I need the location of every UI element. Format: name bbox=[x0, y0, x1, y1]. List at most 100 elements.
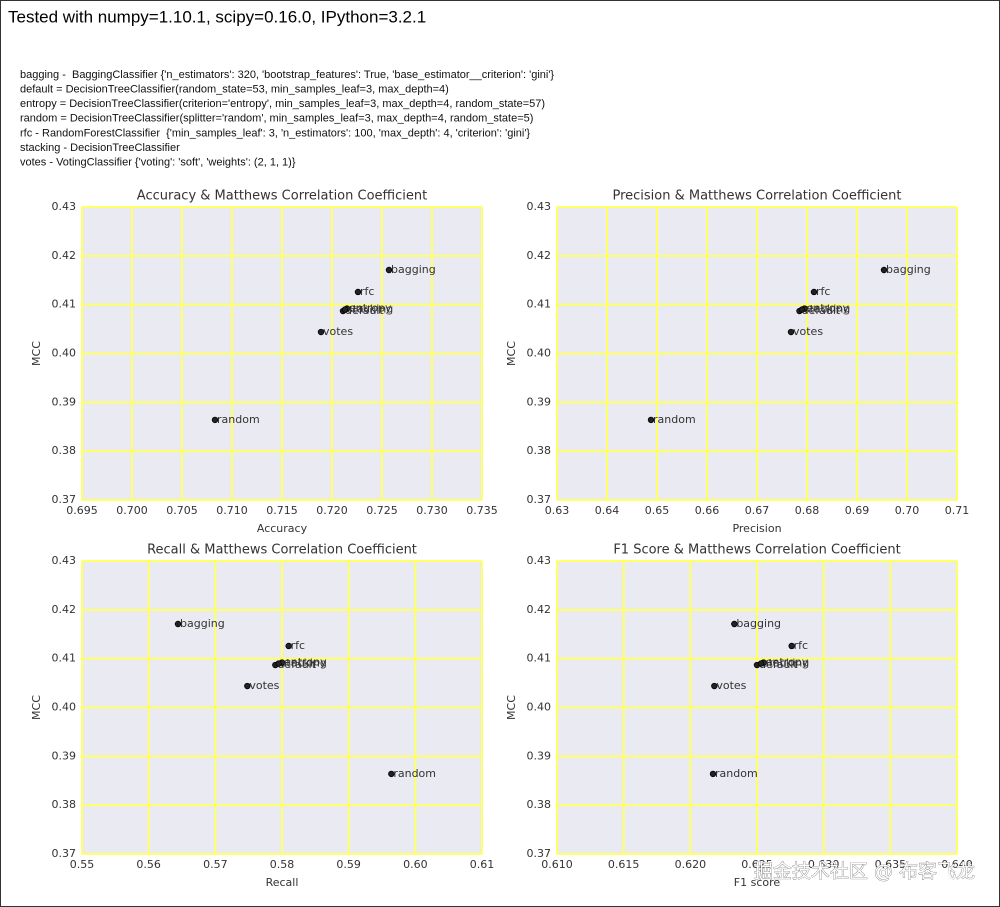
x-axis-label: Accuracy bbox=[257, 522, 308, 535]
point bbox=[757, 660, 765, 667]
x-tick-label: 0.55 bbox=[70, 858, 95, 871]
note-line: entropy = DecisionTreeClassifier(criteri… bbox=[20, 98, 545, 110]
x-tick-label: 0.68 bbox=[795, 504, 820, 517]
point-label: default bbox=[802, 304, 841, 317]
point-label: random bbox=[715, 767, 758, 780]
y-axis-label: MCC bbox=[505, 695, 518, 720]
y-tick-label: 0.37 bbox=[52, 847, 77, 860]
x-tick-label: 0.705 bbox=[166, 504, 198, 517]
x-tick-label: 0.61 bbox=[470, 858, 495, 871]
y-tick-label: 0.39 bbox=[527, 395, 552, 408]
y-axis-label: MCC bbox=[30, 695, 43, 720]
x-tick-label: 0.60 bbox=[403, 858, 428, 871]
x-tick-label: 0.725 bbox=[366, 504, 398, 517]
y-tick-label: 0.40 bbox=[52, 347, 77, 360]
point-label: bagging bbox=[736, 617, 781, 630]
y-tick-label: 0.41 bbox=[52, 298, 77, 311]
point-label: bagging bbox=[886, 263, 931, 276]
y-tick-label: 0.37 bbox=[527, 493, 552, 506]
point bbox=[244, 682, 251, 690]
point bbox=[880, 266, 888, 274]
point-label: stacking bbox=[804, 303, 850, 316]
point bbox=[388, 770, 395, 778]
x-tick-label: 0.65 bbox=[645, 504, 670, 517]
point-label: entropy bbox=[349, 302, 392, 315]
x-tick-label: 0.66 bbox=[695, 504, 720, 517]
y-tick-label: 0.42 bbox=[52, 603, 77, 616]
point-label: bagging bbox=[391, 263, 436, 276]
point bbox=[798, 306, 806, 313]
watermark: 掘金技术社区 @ 布客飞龙 bbox=[754, 861, 975, 883]
note-line: votes - VotingClassifier {'voting': 'sof… bbox=[20, 157, 296, 169]
x-axis-label: Recall bbox=[266, 876, 299, 889]
y-tick-label: 0.39 bbox=[52, 395, 77, 408]
point-label: entropy bbox=[766, 656, 809, 669]
point bbox=[709, 770, 717, 778]
point-label: stacking bbox=[347, 303, 393, 316]
point-label: stacking bbox=[763, 657, 809, 670]
x-tick-label: 0.625 bbox=[741, 858, 773, 871]
point-label: default bbox=[277, 658, 316, 671]
x-axis-label: F1 score bbox=[734, 876, 781, 889]
point-label: votes bbox=[716, 679, 746, 692]
y-tick-label: 0.38 bbox=[52, 444, 77, 457]
x-tick-label: 0.730 bbox=[416, 504, 448, 517]
x-tick-label: 0.58 bbox=[270, 858, 295, 871]
header-title: Tested with numpy=1.10.1, scipy=0.16.0, … bbox=[8, 7, 426, 26]
y-tick-label: 0.41 bbox=[527, 298, 552, 311]
point-label: random bbox=[653, 413, 696, 426]
y-tick-label: 0.37 bbox=[527, 847, 552, 860]
point-label: rfc bbox=[794, 639, 808, 652]
note-line: random = DecisionTreeClassifier(splitter… bbox=[20, 113, 533, 125]
point bbox=[211, 416, 219, 424]
y-tick-label: 0.40 bbox=[527, 347, 552, 360]
point-label: random bbox=[217, 413, 260, 426]
x-tick-label: 0.71 bbox=[945, 504, 970, 517]
y-tick-label: 0.41 bbox=[527, 652, 552, 665]
point-label: stacking bbox=[281, 657, 327, 670]
y-tick-label: 0.42 bbox=[52, 249, 77, 262]
x-tick-label: 0.615 bbox=[608, 858, 640, 871]
x-tick-label: 0.57 bbox=[203, 858, 228, 871]
x-tick-label: 0.700 bbox=[116, 504, 148, 517]
point-label: rfc bbox=[291, 639, 305, 652]
y-tick-label: 0.43 bbox=[52, 554, 77, 567]
chart-title: Precision & Matthews Correlation Coeffic… bbox=[612, 189, 901, 204]
point bbox=[317, 328, 325, 336]
y-tick-label: 0.43 bbox=[527, 554, 552, 567]
point bbox=[731, 620, 738, 628]
y-tick-label: 0.42 bbox=[527, 249, 552, 262]
point bbox=[711, 682, 718, 690]
x-tick-label: 0.620 bbox=[675, 858, 707, 871]
y-tick-label: 0.42 bbox=[527, 603, 552, 616]
y-tick-label: 0.37 bbox=[52, 493, 77, 506]
x-axis-label: Precision bbox=[732, 522, 781, 535]
x-tick-label: 0.635 bbox=[875, 858, 907, 871]
x-tick-label: 0.64 bbox=[595, 504, 620, 517]
y-tick-label: 0.43 bbox=[527, 200, 552, 213]
point bbox=[787, 328, 795, 336]
note-line: bagging - BaggingClassifier {'n_estimato… bbox=[20, 69, 554, 81]
y-tick-label: 0.41 bbox=[52, 652, 77, 665]
x-tick-label: 0.710 bbox=[216, 504, 248, 517]
y-tick-label: 0.38 bbox=[527, 444, 552, 457]
chart-title: Recall & Matthews Correlation Coefficien… bbox=[147, 543, 417, 558]
x-tick-label: 0.59 bbox=[336, 858, 361, 871]
y-axis-label: MCC bbox=[505, 341, 518, 366]
x-tick-label: 0.715 bbox=[266, 504, 298, 517]
y-tick-label: 0.40 bbox=[52, 701, 77, 714]
x-tick-label: 0.69 bbox=[845, 504, 870, 517]
y-tick-label: 0.40 bbox=[527, 701, 552, 714]
point-label: random bbox=[393, 767, 436, 780]
point bbox=[341, 306, 349, 313]
point-label: entropy bbox=[284, 656, 327, 669]
x-tick-label: 0.735 bbox=[466, 504, 498, 517]
x-tick-label: 0.610 bbox=[541, 858, 573, 871]
point-label: default bbox=[345, 304, 384, 317]
x-tick-label: 0.63 bbox=[545, 504, 570, 517]
x-tick-label: 0.56 bbox=[136, 858, 161, 871]
x-tick-label: 0.695 bbox=[66, 504, 98, 517]
x-tick-label: 0.720 bbox=[316, 504, 348, 517]
point bbox=[285, 642, 292, 650]
